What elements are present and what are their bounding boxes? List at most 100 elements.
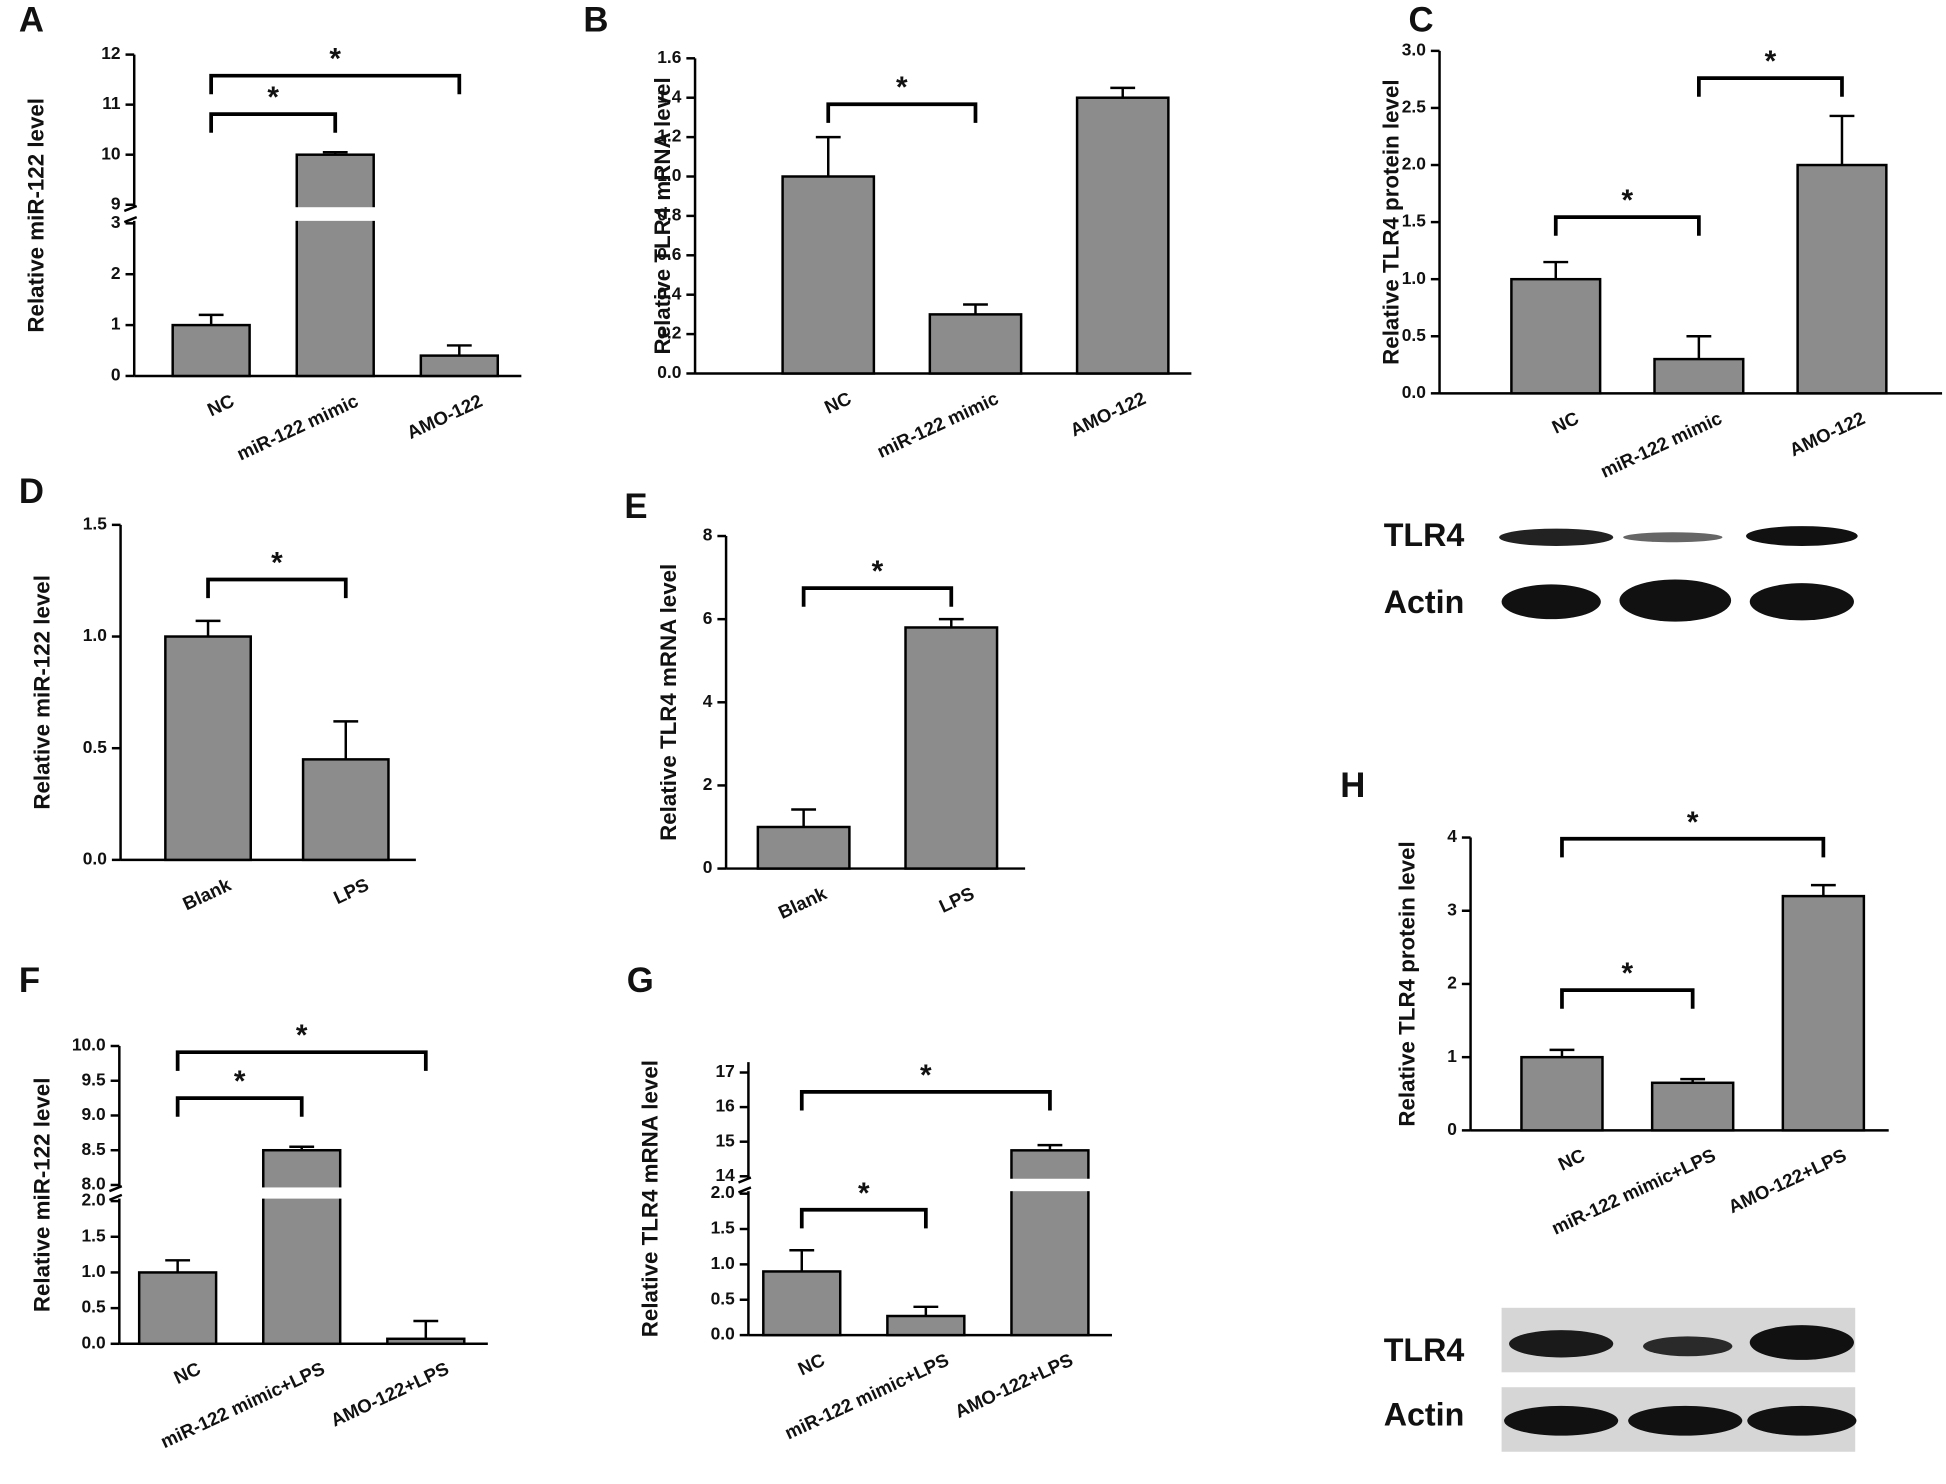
y-tick-label: 16 [715,1096,735,1116]
axis-break-gap [124,207,522,221]
y-tick-label: 1.5 [1402,211,1426,231]
significance-label: * [1622,957,1634,990]
panel: B Relative TLR4 mRNA level 0.0 0.2 0.4 0.6 0.8… [583,2,1192,462]
y-tick-label: 1.5 [82,1225,106,1245]
band [1623,532,1723,543]
x-tick-label: Blank [179,873,234,914]
y-tick-label: 1.0 [82,1261,106,1281]
break-mark [108,1185,123,1193]
break-mark [123,204,138,213]
significance-bracket [826,102,978,123]
significance-bracket [1553,215,1701,236]
y-tick-label: 0.5 [83,737,107,757]
y-tick-label: 0.0 [711,1324,735,1344]
y-tick-label: 1.0 [711,1253,735,1273]
y-tick-label: 17 [715,1061,734,1081]
y-tick-label: 1.2 [657,126,681,146]
x-tick-label: AMO-122 [1786,407,1868,460]
bar [781,175,876,375]
panel: D Relative miR-122 level 0.0 0.5 1.0 1.5 Blank… [19,473,416,914]
x-tick-label: NC [1549,407,1582,437]
significance-bracket [801,586,954,607]
panel-label: F [19,962,40,1000]
y-tick-label: 8.5 [82,1139,106,1159]
panel-label: A [19,2,44,40]
axis-break-gap [738,1178,1112,1192]
x-tick-label: NC [795,1349,828,1379]
y-tick-label: 1 [111,314,121,334]
y-tick-label: 14 [715,1165,735,1185]
break-mark [738,1186,752,1194]
blot-label: Actin [1384,1397,1465,1433]
significance-label: * [271,546,283,579]
bar [137,1271,218,1346]
axis-break-gap [109,1187,488,1199]
y-tick-label: 2.0 [1402,154,1426,174]
significance-label: * [234,1065,246,1098]
y-tick-label: 0.8 [657,204,681,224]
significance-bracket [1697,76,1844,97]
y-tick-label: 2 [1447,973,1457,993]
y-tick-label: 3 [111,212,121,232]
bar [1796,163,1888,395]
band [1619,579,1732,622]
y-tick-label: 1 [1447,1046,1457,1066]
bar [262,1148,342,1346]
x-tick-label: AMO-122+LPS [1725,1144,1850,1217]
x-tick-label: LPS [936,882,978,916]
y-tick-label: 0 [1447,1119,1457,1139]
x-tick-label: NC [1555,1144,1588,1174]
bar [164,635,252,862]
y-tick-label: 1.4 [657,86,681,106]
panel-label: G [627,962,654,1000]
y-tick-label: 1.0 [1402,268,1426,288]
bar [756,825,851,870]
y-tick-label: 9 [111,193,121,213]
band [1749,583,1854,621]
blot-label: TLR4 [1384,517,1465,553]
significance-label: * [1687,806,1699,839]
y-tick-label: 1.6 [657,47,681,67]
significance-bracket [209,73,462,95]
y-axis-label: Relative miR-122 level [30,1078,55,1313]
y-tick-label: 0.6 [657,244,681,264]
blot-c [1499,526,1858,622]
band [1628,1405,1743,1436]
bar [1010,1149,1090,1337]
panel-label: H [1340,767,1365,805]
y-tick-label: 2.5 [1402,97,1426,117]
significance-label: * [872,555,884,588]
bar [1520,1055,1604,1132]
bar [1650,1081,1735,1132]
bar [1653,357,1745,395]
bar [886,1314,966,1337]
y-tick-label: 9.0 [82,1104,106,1124]
bar [1075,96,1170,375]
x-tick-label: Blank [775,882,830,923]
y-tick-label: 1.0 [83,625,107,645]
y-axis-label: Relative TLR4 mRNA level [656,564,681,841]
x-tick-label: NC [171,1358,204,1388]
y-tick-label: 10 [101,143,120,163]
x-tick-label: NC [821,387,854,417]
y-tick-label: 0.0 [82,1332,106,1352]
y-tick-label: 9.5 [82,1069,106,1089]
y-tick-label: 8 [703,525,713,545]
y-tick-label: 8.0 [82,1174,106,1194]
y-tick-label: 0 [111,365,121,385]
significance-label: * [296,1019,308,1052]
break-mark [123,215,138,224]
band [1499,528,1614,546]
band [1746,526,1858,546]
x-tick-label: NC [204,390,237,420]
panel-label: B [583,2,608,40]
y-tick-label: 0 [703,857,713,877]
x-tick-label: AMO-122 [403,390,485,443]
band [1501,584,1601,620]
bar [904,626,999,870]
x-tick-label: miR-122 mimic [1597,407,1725,482]
